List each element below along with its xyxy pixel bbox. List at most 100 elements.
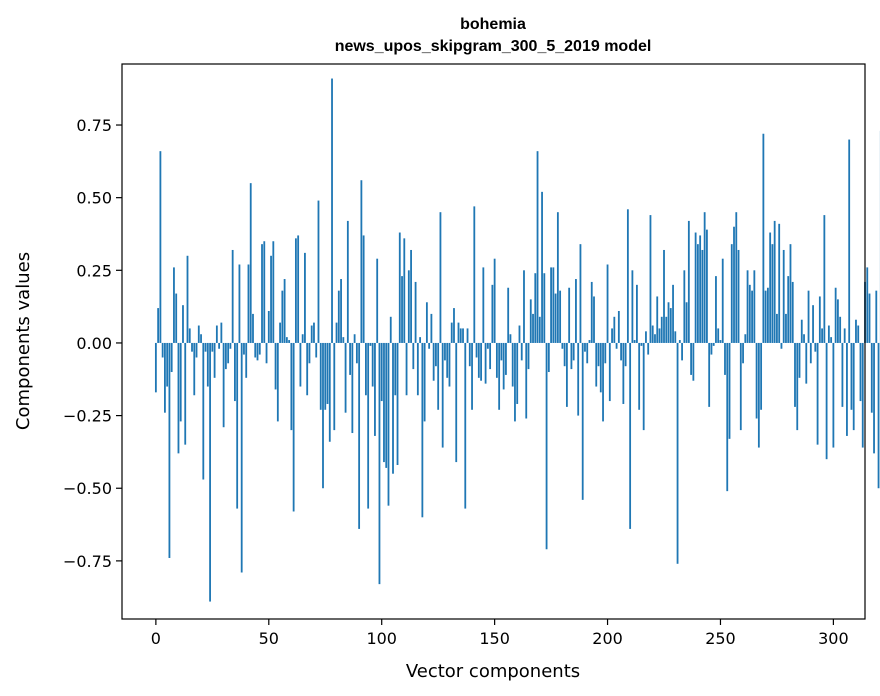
bar-124 — [435, 342, 437, 367]
bar-69 — [310, 325, 313, 343]
bar-7 — [170, 342, 173, 373]
bar-176 — [552, 267, 555, 343]
bar-101 — [383, 342, 385, 463]
bar-106 — [394, 342, 397, 396]
bar-154 — [502, 342, 505, 390]
bar-293 — [816, 342, 819, 445]
bar-264 — [751, 290, 753, 343]
bar-171 — [541, 191, 543, 343]
bar-211 — [631, 270, 634, 343]
bar-32 — [227, 342, 230, 364]
bar-246 — [710, 342, 713, 355]
bar-37 — [238, 264, 241, 343]
bar-196 — [597, 342, 600, 367]
bar-279 — [785, 313, 787, 343]
bar-31 — [224, 342, 227, 370]
bar-142 — [475, 342, 478, 358]
bar-68 — [308, 342, 311, 364]
bar-311 — [857, 325, 860, 343]
bar-103 — [387, 342, 390, 506]
bar-256 — [733, 226, 735, 343]
bar-128 — [444, 342, 446, 361]
bar-228 — [669, 308, 672, 343]
bar-60 — [290, 342, 293, 431]
bar-226 — [665, 316, 668, 343]
bar-125 — [437, 342, 440, 410]
bar-58 — [285, 337, 288, 343]
bar-8 — [173, 267, 175, 343]
bar-193 — [590, 281, 593, 343]
bar-134 — [457, 322, 460, 343]
bar-1 — [157, 308, 160, 343]
bar-87 — [351, 342, 354, 434]
bar-274 — [773, 220, 776, 343]
bar-4 — [164, 342, 166, 413]
bar-40 — [245, 342, 248, 378]
bar-47 — [261, 244, 263, 343]
bar-208 — [624, 342, 627, 367]
bar-42 — [249, 183, 252, 343]
bar-320 — [877, 342, 880, 489]
bar-115 — [414, 281, 417, 343]
bar-268 — [760, 342, 763, 410]
bar-282 — [791, 281, 794, 343]
bar-146 — [484, 342, 487, 384]
bar-67 — [306, 342, 309, 396]
bar-313 — [861, 342, 864, 448]
bar-70 — [313, 322, 315, 343]
bar-88 — [353, 334, 356, 343]
bar-237 — [690, 342, 693, 375]
bar-20 — [200, 334, 202, 343]
bar-148 — [489, 342, 492, 370]
bar-301 — [834, 287, 837, 343]
bar-10 — [177, 342, 180, 454]
bar-316 — [868, 293, 871, 343]
bar-99 — [378, 342, 381, 585]
bar-201 — [608, 342, 611, 402]
bar-186 — [575, 279, 577, 343]
bar-162 — [520, 342, 523, 361]
bar-51 — [270, 255, 272, 343]
bar-0 — [154, 342, 157, 393]
bar-13 — [184, 342, 187, 445]
bar-223 — [658, 328, 661, 343]
bar-262 — [746, 270, 749, 343]
bar-309 — [852, 342, 855, 431]
bar-2 — [159, 151, 162, 343]
bar-136 — [462, 328, 464, 343]
bar-221 — [654, 334, 656, 343]
bar-183 — [568, 287, 571, 343]
bar-6 — [168, 342, 171, 558]
bar-108 — [398, 232, 401, 343]
bar-182 — [565, 342, 568, 407]
bar-27 — [215, 325, 218, 343]
bar-150 — [493, 258, 496, 343]
bar-102 — [385, 342, 388, 468]
bar-129 — [446, 342, 449, 378]
bar-138 — [466, 328, 469, 343]
bar-35 — [234, 342, 236, 402]
bar-219 — [649, 215, 652, 343]
bar-269 — [762, 133, 765, 343]
bar-227 — [667, 302, 670, 343]
bar-86 — [349, 342, 351, 375]
bar-299 — [830, 337, 833, 343]
y-axis: −0.75 −0.50 −0.25 0.00 0.25 0.50 0.75 — [63, 116, 122, 571]
bar-39 — [243, 342, 245, 355]
bar-290 — [809, 342, 812, 364]
y-tick-label: 0.00 — [76, 334, 112, 353]
bar-209 — [626, 209, 629, 343]
bar-266 — [755, 342, 758, 419]
bar-241 — [699, 235, 702, 343]
bar-48 — [263, 241, 266, 343]
bar-151 — [495, 342, 498, 378]
bar-74 — [322, 342, 324, 489]
bar-34 — [231, 249, 234, 343]
bar-218 — [647, 342, 650, 355]
bar-117 — [419, 337, 422, 343]
bar-298 — [827, 325, 830, 343]
x-tick-label: 250 — [705, 629, 736, 648]
bar-61 — [292, 342, 295, 512]
bar-81 — [337, 290, 340, 343]
